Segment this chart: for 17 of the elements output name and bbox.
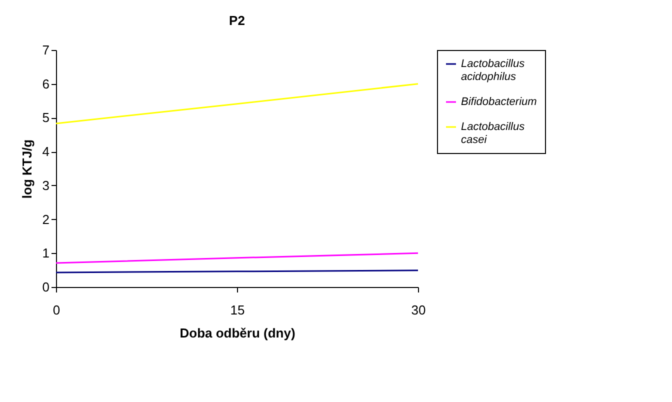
y-axis-title: log KTJ/g (19, 139, 34, 199)
x-tick-label: 15 (230, 302, 245, 318)
legend-label: Bifidobacterium (461, 96, 537, 108)
y-tick-label: 1 (42, 246, 50, 261)
y-tick-label: 6 (42, 76, 50, 92)
y-tick-label: 4 (42, 144, 50, 160)
chart-title: P2 (229, 13, 245, 28)
y-tick-label: 3 (42, 178, 50, 193)
legend-label: Lactobacillus acidophilus (461, 58, 526, 83)
legend-label: Lactobacillus casei (461, 121, 526, 146)
y-tick-label: 5 (42, 110, 50, 126)
y-tick-label: 0 (42, 280, 50, 294)
x-tick-label: 0 (52, 302, 60, 318)
x-axis-title: Doba odběru (dny) (180, 326, 296, 340)
y-tick-label: 2 (42, 212, 50, 227)
y-tick-label: 7 (42, 42, 50, 58)
x-tick-label: 30 (411, 302, 426, 318)
